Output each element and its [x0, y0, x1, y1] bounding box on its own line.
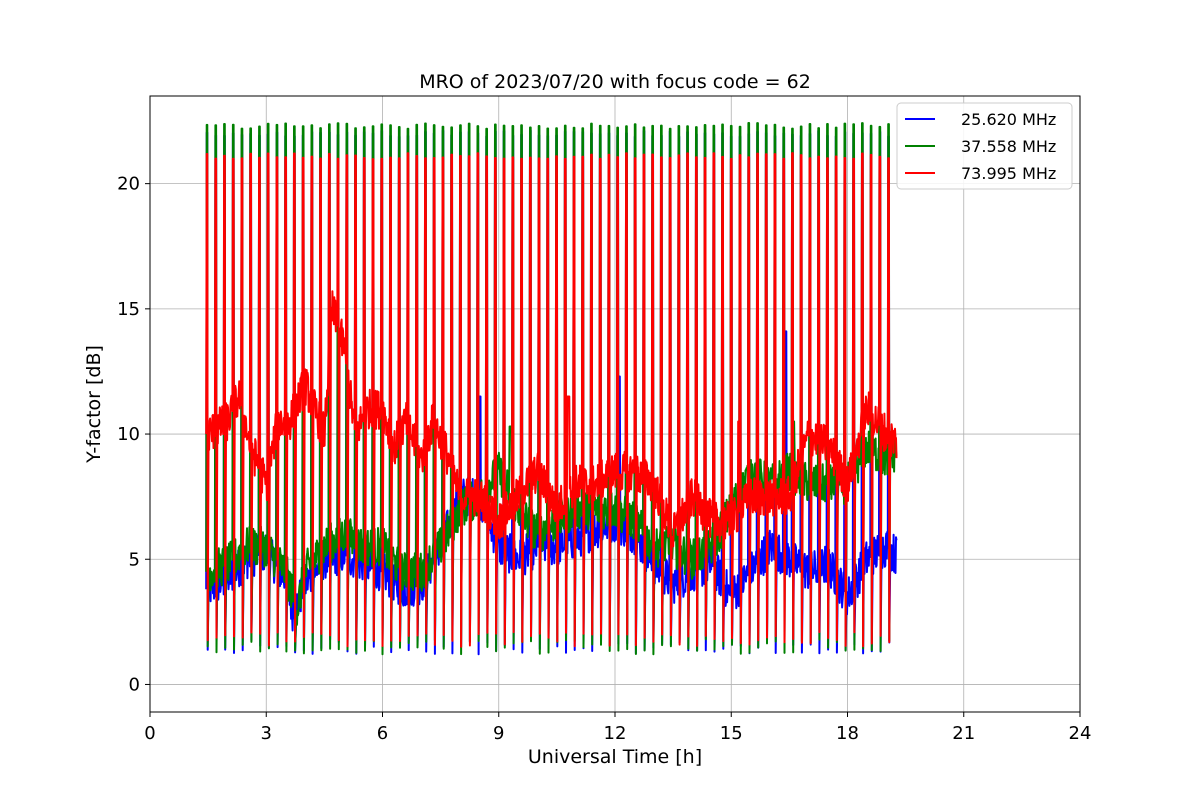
y-tick-label: 20 — [117, 174, 140, 195]
x-axis: 0 3 6 9 12 15 18 21 24 — [144, 712, 1091, 744]
legend-box — [896, 102, 1073, 190]
legend: 25.620 MHz 37.558 MHz 73.995 MHz — [896, 102, 1073, 190]
series-line-3 — [205, 152, 898, 648]
y-tick-label: 15 — [117, 299, 140, 320]
x-tick-label: 9 — [493, 723, 504, 744]
x-tick-label: 15 — [720, 723, 743, 744]
legend-label: 37.558 MHz — [961, 137, 1056, 156]
y-tick-label: 10 — [117, 424, 140, 445]
x-tick-label: 3 — [261, 723, 272, 744]
chart-title: MRO of 2023/07/20 with focus code = 62 — [419, 71, 811, 93]
y-axis-label: Y-factor [dB] — [83, 345, 105, 464]
x-tick-label: 6 — [377, 723, 388, 744]
x-tick-label: 21 — [952, 723, 975, 744]
x-tick-label: 18 — [836, 723, 859, 744]
x-tick-label: 0 — [144, 723, 155, 744]
y-tick-label: 0 — [129, 674, 140, 695]
x-tick-label: 24 — [1069, 723, 1092, 744]
y-tick-label: 5 — [129, 549, 140, 570]
series-layer — [205, 122, 898, 656]
y-axis: 0 5 10 15 20 — [117, 174, 150, 695]
x-axis-label: Universal Time [h] — [528, 746, 702, 768]
x-tick-label: 12 — [604, 723, 627, 744]
legend-label: 73.995 MHz — [961, 164, 1056, 183]
legend-label: 25.620 MHz — [961, 110, 1056, 129]
